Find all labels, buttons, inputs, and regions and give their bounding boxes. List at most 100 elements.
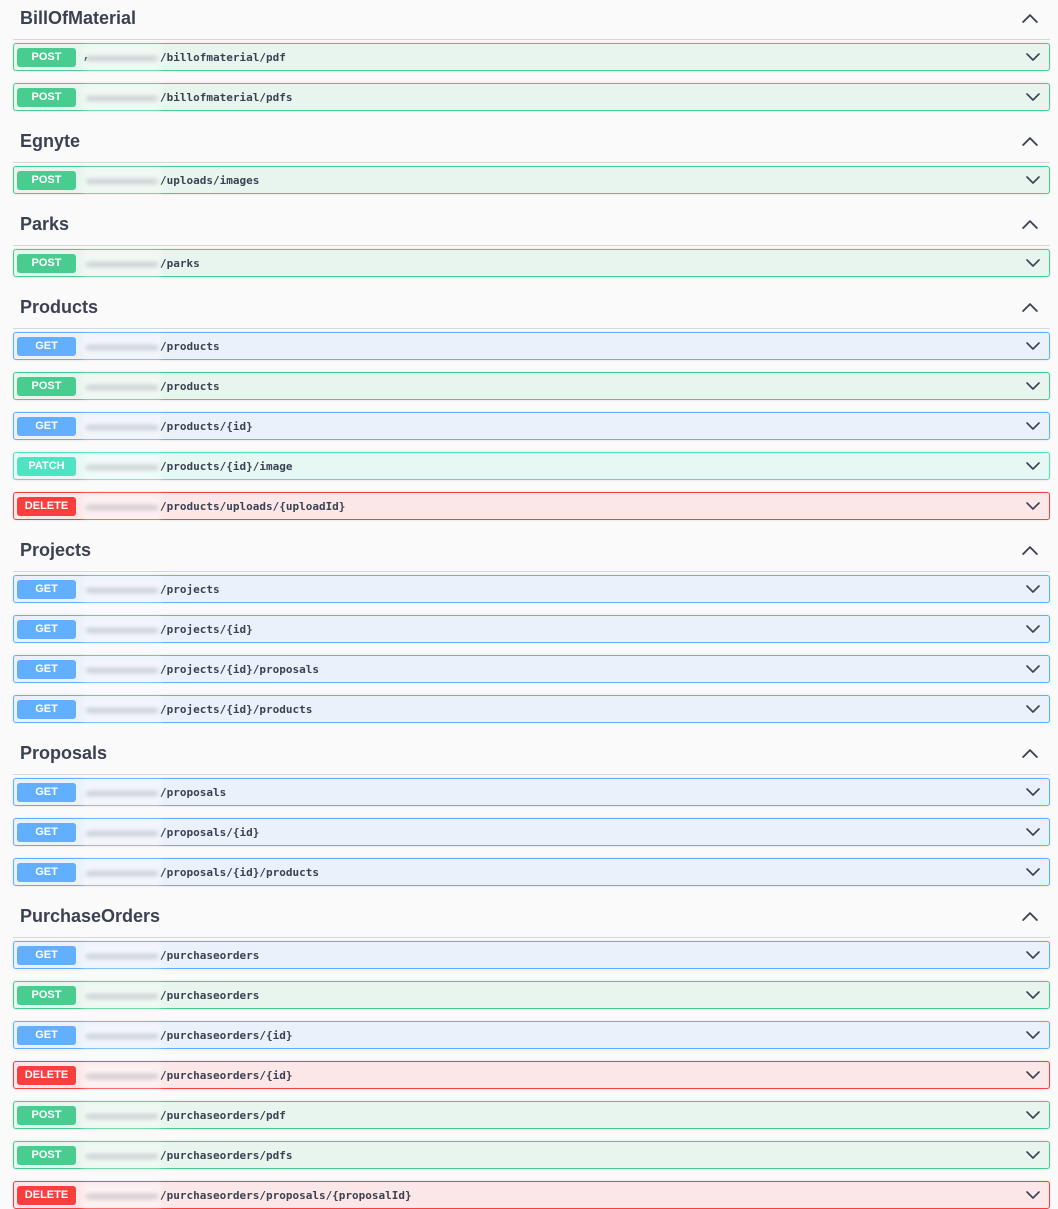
chevron-down-icon[interactable] [1026,502,1040,511]
chevron-down-icon[interactable] [1026,176,1040,185]
method-badge: GET [17,783,76,802]
tag-section: Proposals GET/proposals GET/proposals/{id}… [0,735,1058,886]
chevron-down-icon[interactable] [1026,1151,1040,1160]
chevron-up-icon[interactable] [1022,12,1038,24]
operation-row[interactable]: GET/projects/{id}/proposals [13,655,1050,683]
chevron-down-icon[interactable] [1026,259,1040,268]
operation-row[interactable]: GET/proposals/{id}/products [13,858,1050,886]
operation-path: /purchaseorders/pdfs [160,1149,293,1162]
operation-row[interactable]: GET/purchaseorders/{id} [13,1021,1050,1049]
operation-path: /projects/{id}/products [160,703,313,716]
operation-row[interactable]: GET/proposals [13,778,1050,806]
tag-header[interactable]: Parks [13,206,1050,246]
operation-row[interactable]: GET/projects [13,575,1050,603]
redacted-path-prefix [83,1183,161,1209]
operation-path: /projects/{id}/proposals [160,663,319,676]
method-badge: GET [17,660,76,679]
operation-path: /projects [160,583,220,596]
operation-row[interactable]: PATCH/products/{id}/image [13,452,1050,480]
chevron-up-icon[interactable] [1022,747,1038,759]
operations-list: POST/uploads/images [0,164,1058,194]
chevron-up-icon[interactable] [1022,218,1038,230]
redacted-path-prefix [83,45,161,71]
operation-path: /purchaseorders/{id} [160,1029,293,1042]
operations-list: GET/products POST/products GET/products/{i… [0,330,1058,520]
redacted-path-prefix [83,1103,161,1129]
tag-header[interactable]: Egnyte [13,123,1050,163]
chevron-up-icon[interactable] [1022,301,1038,313]
operation-path: /billofmaterial/pdf [160,51,286,64]
operation-path: /products [160,380,220,393]
tag-header[interactable]: Proposals [13,735,1050,775]
operation-path: /products [160,340,220,353]
method-badge: GET [17,417,76,436]
operation-row[interactable]: DELETE/products/uploads/{uploadId} [13,492,1050,520]
operation-path: /products/{id}/image [160,460,293,473]
chevron-down-icon[interactable] [1026,342,1040,351]
chevron-down-icon[interactable] [1026,585,1040,594]
chevron-down-icon[interactable] [1026,1191,1040,1200]
chevron-down-icon[interactable] [1026,1071,1040,1080]
method-badge: POST [17,377,76,396]
chevron-down-icon[interactable] [1026,1111,1040,1120]
operation-row[interactable]: GET/products/{id} [13,412,1050,440]
chevron-down-icon[interactable] [1026,53,1040,62]
chevron-down-icon[interactable] [1026,951,1040,960]
redacted-path-prefix [83,780,161,806]
redacted-path-prefix [83,657,161,683]
redacted-path-prefix [83,168,161,194]
chevron-down-icon[interactable] [1026,462,1040,471]
chevron-down-icon[interactable] [1026,788,1040,797]
tag-section: Parks POST/parks [0,206,1058,277]
tag-title: Egnyte [20,131,81,151]
method-badge: DELETE [17,1186,76,1205]
method-badge: POST [17,986,76,1005]
chevron-up-icon[interactable] [1022,544,1038,556]
tag-header[interactable]: Products [13,289,1050,329]
tag-title: PurchaseOrders [20,906,161,926]
tag-header[interactable]: BillOfMaterial [13,0,1050,40]
chevron-down-icon[interactable] [1026,665,1040,674]
redacted-path-prefix [83,983,161,1009]
chevron-up-icon[interactable] [1022,910,1038,922]
operations-list: GET/purchaseorders POST/purchaseorders GET… [0,939,1058,1209]
operation-row[interactable]: POST/products [13,372,1050,400]
operation-row[interactable]: POST/purchaseorders/pdfs [13,1141,1050,1169]
chevron-down-icon[interactable] [1026,991,1040,1000]
chevron-down-icon[interactable] [1026,93,1040,102]
operation-row[interactable]: GET/projects/{id}/products [13,695,1050,723]
chevron-down-icon[interactable] [1026,868,1040,877]
method-badge: GET [17,700,76,719]
operations-list: POST, /billofmaterial/pdf POST/billofmater… [0,41,1058,111]
operation-row[interactable]: POST, /billofmaterial/pdf [13,43,1050,71]
operation-row[interactable]: POST/uploads/images [13,166,1050,194]
chevron-down-icon[interactable] [1026,625,1040,634]
method-badge: DELETE [17,497,76,516]
operation-path: /proposals [160,786,227,799]
chevron-down-icon[interactable] [1026,705,1040,714]
redacted-path-prefix [83,374,161,400]
chevron-down-icon[interactable] [1026,382,1040,391]
redacted-path-prefix [83,1023,161,1049]
operation-row[interactable]: GET/purchaseorders [13,941,1050,969]
tag-section: PurchaseOrders GET/purchaseorders POST/pur… [0,898,1058,1209]
redacted-path-prefix [83,943,161,969]
chevron-down-icon[interactable] [1026,422,1040,431]
tag-header[interactable]: Projects [13,532,1050,572]
operation-row[interactable]: POST/purchaseorders/pdf [13,1101,1050,1129]
operation-row[interactable]: POST/billofmaterial/pdfs [13,83,1050,111]
operation-row[interactable]: GET/proposals/{id} [13,818,1050,846]
tag-section: Egnyte POST/uploads/images [0,123,1058,194]
chevron-down-icon[interactable] [1026,828,1040,837]
operation-row[interactable]: DELETE/purchaseorders/{id} [13,1061,1050,1089]
chevron-up-icon[interactable] [1022,135,1038,147]
operation-row[interactable]: POST/purchaseorders [13,981,1050,1009]
chevron-down-icon[interactable] [1026,1031,1040,1040]
operation-row[interactable]: POST/parks [13,249,1050,277]
tag-header[interactable]: PurchaseOrders [13,898,1050,938]
operation-row[interactable]: DELETE/purchaseorders/proposals/{proposa… [13,1181,1050,1209]
operation-row[interactable]: GET/products [13,332,1050,360]
operation-row[interactable]: GET/projects/{id} [13,615,1050,643]
operation-path: /purchaseorders/pdf [160,1109,286,1122]
